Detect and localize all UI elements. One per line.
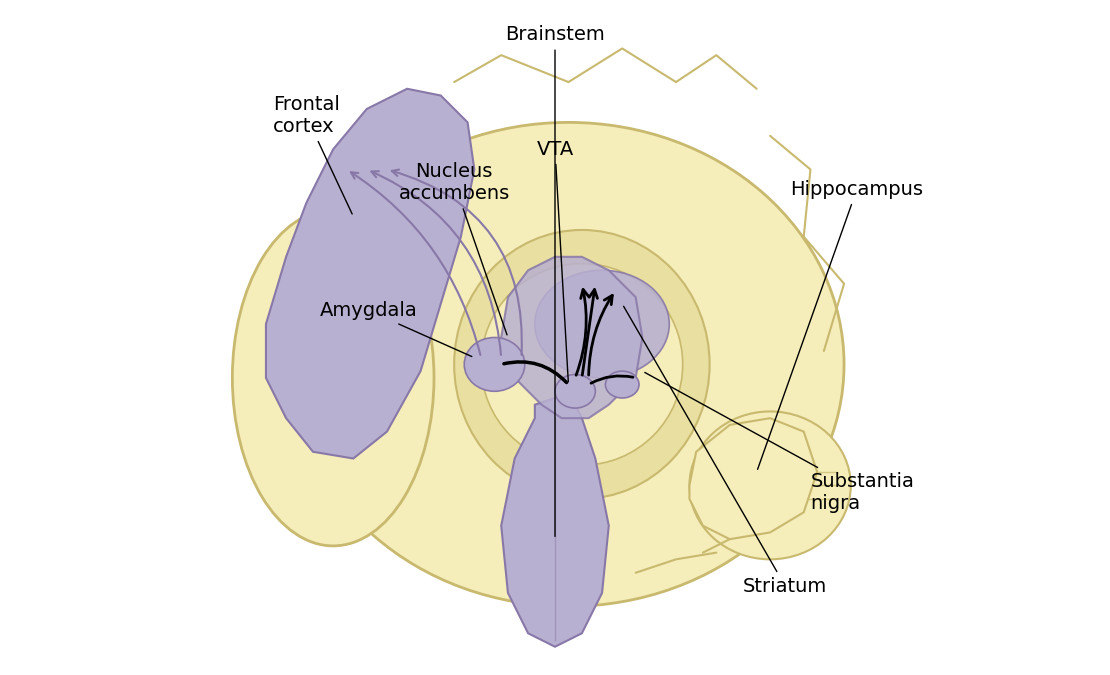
Ellipse shape (464, 338, 525, 392)
Ellipse shape (689, 412, 850, 560)
Polygon shape (502, 256, 643, 418)
Text: Nucleus
accumbens: Nucleus accumbens (398, 163, 509, 335)
Ellipse shape (605, 371, 639, 398)
Text: Brainstem: Brainstem (505, 26, 605, 537)
Text: Substantia
nigra: Substantia nigra (645, 373, 915, 512)
Text: VTA: VTA (536, 140, 574, 382)
Ellipse shape (481, 263, 683, 465)
Text: Amygdala: Amygdala (320, 301, 472, 356)
Polygon shape (689, 418, 817, 539)
Ellipse shape (454, 230, 709, 499)
Ellipse shape (232, 210, 434, 546)
Polygon shape (502, 398, 608, 647)
Ellipse shape (293, 122, 844, 606)
Polygon shape (266, 89, 474, 458)
Ellipse shape (535, 270, 669, 378)
Text: Frontal
cortex: Frontal cortex (273, 95, 352, 214)
Text: Hippocampus: Hippocampus (758, 180, 924, 469)
Text: Striatum: Striatum (624, 306, 827, 596)
Ellipse shape (555, 375, 595, 408)
